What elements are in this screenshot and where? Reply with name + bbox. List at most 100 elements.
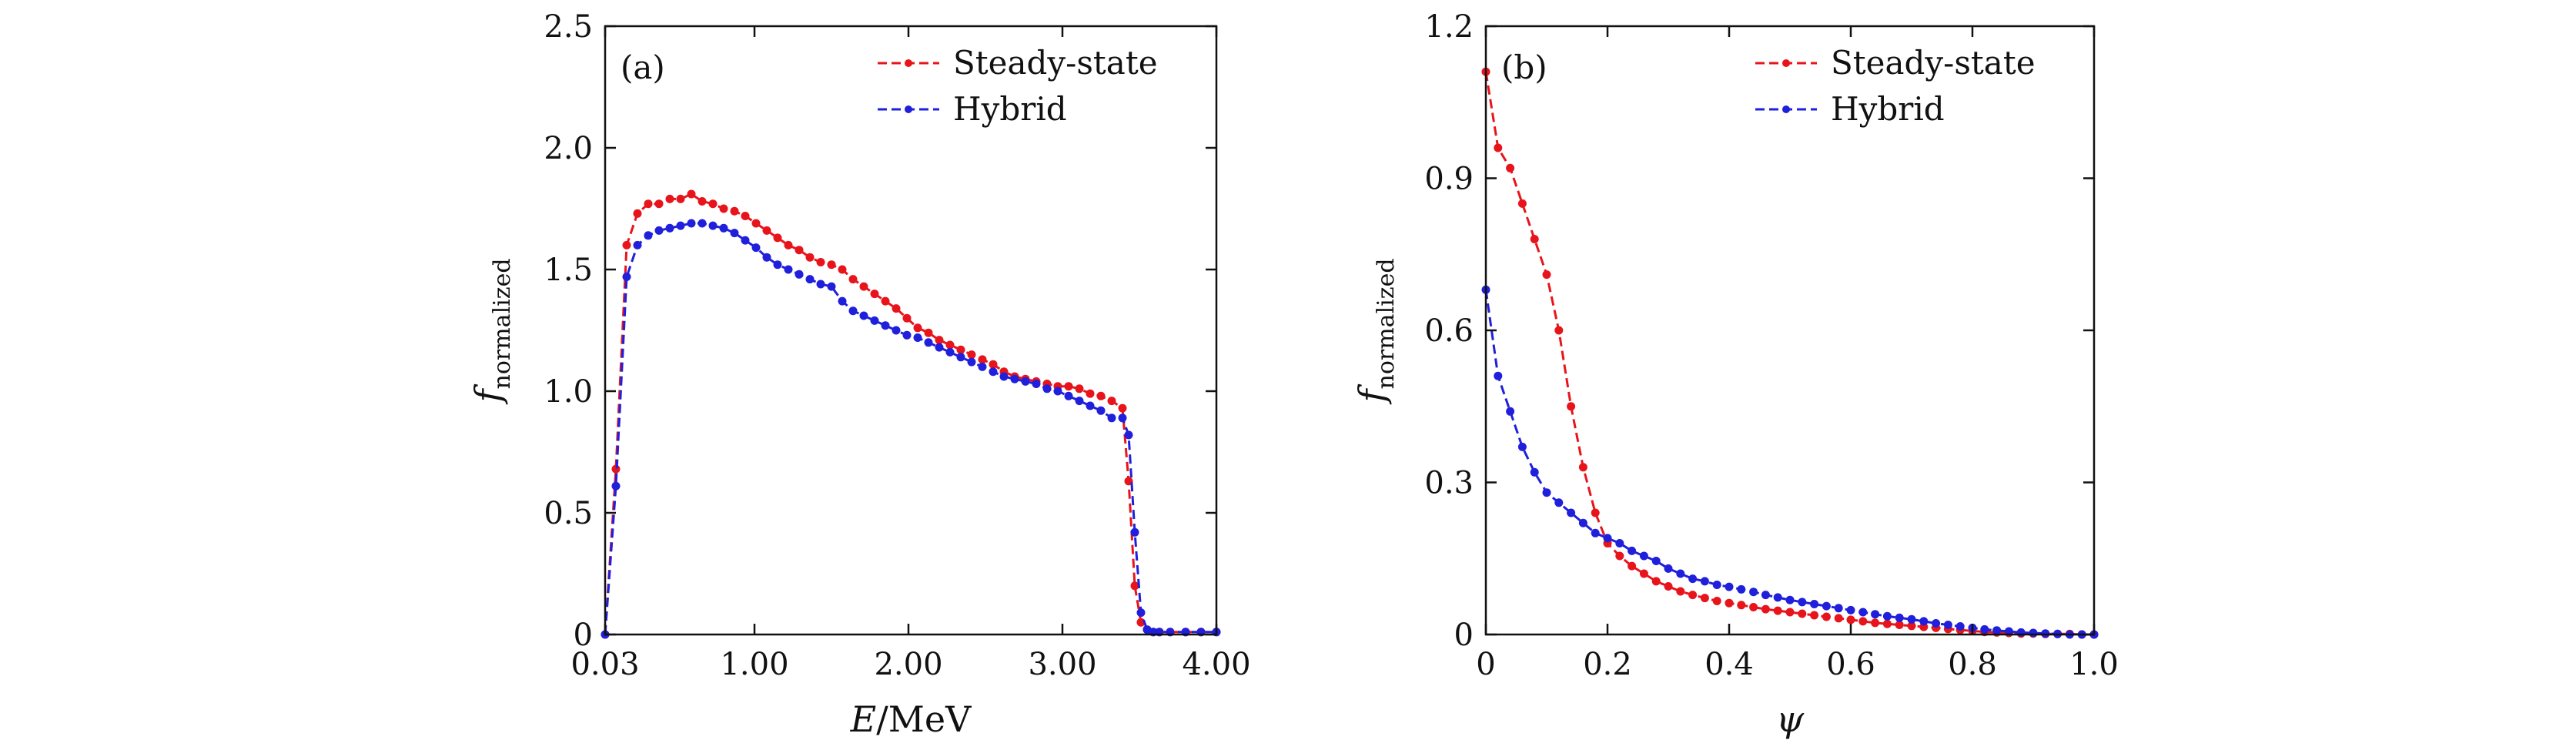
- y-tick-label: 0: [574, 618, 593, 653]
- data-point: [773, 260, 782, 270]
- data-point: [1919, 617, 1929, 626]
- data-point: [1822, 612, 1831, 621]
- panel-a-plot-frame: [604, 25, 1218, 636]
- data-point: [1810, 600, 1819, 608]
- panel-b-series: [1481, 67, 2099, 639]
- data-point: [1032, 380, 1041, 388]
- data-point: [1907, 621, 1916, 631]
- x-tick-label: 0.8: [1948, 647, 1997, 682]
- data-point: [1530, 235, 1539, 243]
- data-point: [1798, 609, 1807, 618]
- x-tick-label: 0: [1476, 647, 1495, 682]
- panel-b-ylabel-sub: normalized: [1373, 258, 1400, 389]
- x-tick-label: 0.4: [1705, 647, 1754, 682]
- data-point: [730, 229, 739, 238]
- data-point: [1676, 569, 1685, 578]
- data-point: [870, 290, 879, 299]
- panel-b-legend: Steady-state Hybrid: [1755, 44, 2036, 128]
- data-point: [1992, 626, 2002, 635]
- data-point: [859, 311, 868, 320]
- panel-a-ylabel: fnormalized: [467, 258, 516, 404]
- data-point: [827, 260, 836, 270]
- data-point: [859, 282, 868, 291]
- series-line: [604, 193, 1216, 635]
- data-point: [805, 253, 815, 262]
- legend-steady-marker: [1782, 59, 1790, 67]
- data-point: [1785, 595, 1795, 604]
- x-tick-label: 0.2: [1583, 647, 1632, 682]
- panel-a-xlabel-rest: /MeV: [876, 698, 972, 740]
- data-point: [1064, 382, 1073, 391]
- data-point: [1882, 619, 1892, 628]
- data-point: [956, 353, 965, 362]
- data-point: [805, 275, 815, 284]
- panel-a-label: (a): [621, 49, 665, 86]
- data-point: [1517, 199, 1527, 208]
- data-point: [2029, 628, 2038, 638]
- data-point: [1761, 591, 1770, 600]
- data-point: [1955, 622, 1965, 631]
- data-point: [1688, 591, 1698, 600]
- data-point: [1096, 391, 1106, 400]
- data-point: [1932, 619, 1941, 628]
- data-point: [999, 372, 1009, 381]
- data-point: [665, 223, 674, 233]
- panel-a-ticks: 0.03 1.00 2.00 3.00 4.00 0 0.5 1.0 1.5 2.0 2.5: [544, 9, 1250, 682]
- data-point: [762, 253, 771, 262]
- data-point: [1773, 606, 1782, 615]
- y-tick-label: 1.0: [544, 374, 593, 410]
- data-point: [1871, 610, 1880, 619]
- data-point: [1107, 397, 1116, 406]
- panel-b-label: (b): [1501, 49, 1547, 86]
- series-steady-state: [1481, 67, 2099, 639]
- data-point: [1615, 539, 1624, 547]
- data-point: [1700, 577, 1709, 586]
- data-point: [1664, 582, 1673, 591]
- x-tick-label: 4.00: [1182, 647, 1250, 682]
- data-point: [644, 231, 653, 240]
- y-tick-label: 0.6: [1424, 313, 1474, 349]
- panel-a-xlabel: E/MeV: [850, 698, 972, 740]
- y-tick-label: 2.0: [544, 131, 593, 166]
- data-point: [1118, 403, 1127, 413]
- data-point: [1712, 581, 1721, 589]
- data-point: [989, 360, 998, 369]
- data-point: [1895, 613, 1904, 622]
- data-point: [1567, 402, 1576, 411]
- data-point: [698, 219, 707, 228]
- data-point: [719, 204, 728, 213]
- legend-steady-text: Steady-state: [1831, 44, 2036, 82]
- data-point: [1603, 534, 1612, 543]
- data-point: [1107, 414, 1116, 423]
- legend-hybrid-marker: [1782, 105, 1790, 113]
- data-point: [1506, 163, 1515, 172]
- panel-a-series: [601, 189, 1221, 639]
- data-point: [1725, 598, 1734, 608]
- data-point: [1064, 391, 1073, 400]
- panel-b-ylabel: fnormalized: [1351, 258, 1400, 404]
- data-point: [1907, 614, 1916, 624]
- data-point: [741, 236, 750, 245]
- data-point: [1554, 326, 1564, 335]
- x-tick-label: 3.00: [1028, 647, 1096, 682]
- legend-hybrid-text: Hybrid: [1831, 90, 1945, 128]
- data-point: [1834, 604, 1843, 613]
- data-point: [644, 199, 653, 209]
- data-point: [1628, 561, 1637, 571]
- data-point: [1846, 615, 1855, 624]
- data-point: [1615, 551, 1624, 561]
- data-point: [1567, 508, 1576, 517]
- data-point: [1130, 581, 1139, 591]
- data-point: [1761, 604, 1770, 614]
- panel-a-xlabel-italic: E: [850, 698, 877, 740]
- data-point: [1130, 527, 1139, 537]
- data-point: [687, 219, 696, 228]
- data-point: [1664, 564, 1673, 573]
- panel-a: 0.03 1.00 2.00 3.00 4.00 0 0.5 1.0 1.5 2.0 2.5 (a)…: [467, 9, 1251, 740]
- data-point: [1943, 621, 1952, 629]
- data-point: [1858, 608, 1868, 617]
- data-point: [773, 233, 782, 243]
- data-point: [654, 199, 664, 209]
- series-line: [1484, 290, 2094, 636]
- data-point: [741, 212, 750, 220]
